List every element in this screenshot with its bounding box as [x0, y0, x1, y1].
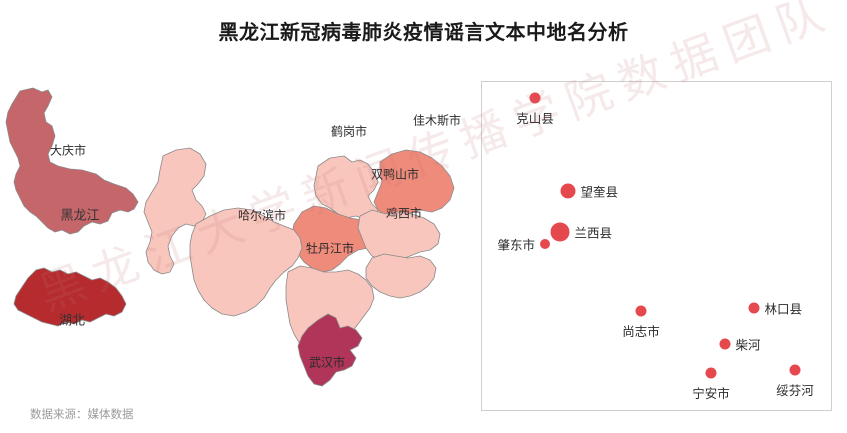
region-daqing [143, 147, 207, 275]
scatter-dot[interactable] [705, 367, 717, 379]
scatter-dot[interactable] [719, 338, 731, 350]
region-jixi [365, 253, 437, 299]
scatter-label: 林口县 [764, 301, 803, 317]
scatter-dot[interactable] [748, 302, 760, 314]
page-title: 黑龙江新冠病毒肺炎疫情谣言文本中地名分析 [218, 20, 629, 44]
map-svg [5, 87, 455, 387]
region-heilongjiang-province [5, 87, 139, 235]
scatter-dot[interactable] [560, 183, 576, 199]
region-haerbin [189, 207, 303, 317]
scatter-label: 尚志市 [622, 323, 660, 339]
scatter-dot[interactable] [789, 364, 801, 376]
scatter-label: 绥芬河 [776, 382, 814, 398]
scatter-label: 兰西县 [574, 225, 613, 241]
scatter-label: 柴河 [735, 337, 761, 353]
region-shuangyashan [357, 209, 441, 263]
scatter-dot[interactable] [529, 92, 541, 104]
scatter-dot[interactable] [635, 305, 647, 317]
scatter-label: 克山县 [516, 110, 554, 126]
scatter-dot[interactable] [540, 239, 550, 249]
scatter-plot-panel: 克山县望奎县兰西县肇东市尚志市 林口县柴河宁安市 绥芬河 [481, 81, 832, 411]
region-hubei-province [13, 267, 127, 327]
scatter-label: 宁安市 [692, 385, 730, 401]
scatter-dot[interactable] [550, 222, 570, 242]
region-jiamusi [373, 149, 455, 219]
scatter-label: 望奎县 [580, 184, 619, 200]
scatter-label: 肇东市 [497, 237, 535, 253]
region-wuhan [297, 313, 363, 387]
map-panel: 大庆市 鹤岗市 佳木斯市 双鸭山市 哈尔滨市 鸡西市 牡丹江市 武汉市 黑龙江 … [0, 66, 470, 411]
source-note: 数据来源：媒体数据 [30, 407, 134, 421]
